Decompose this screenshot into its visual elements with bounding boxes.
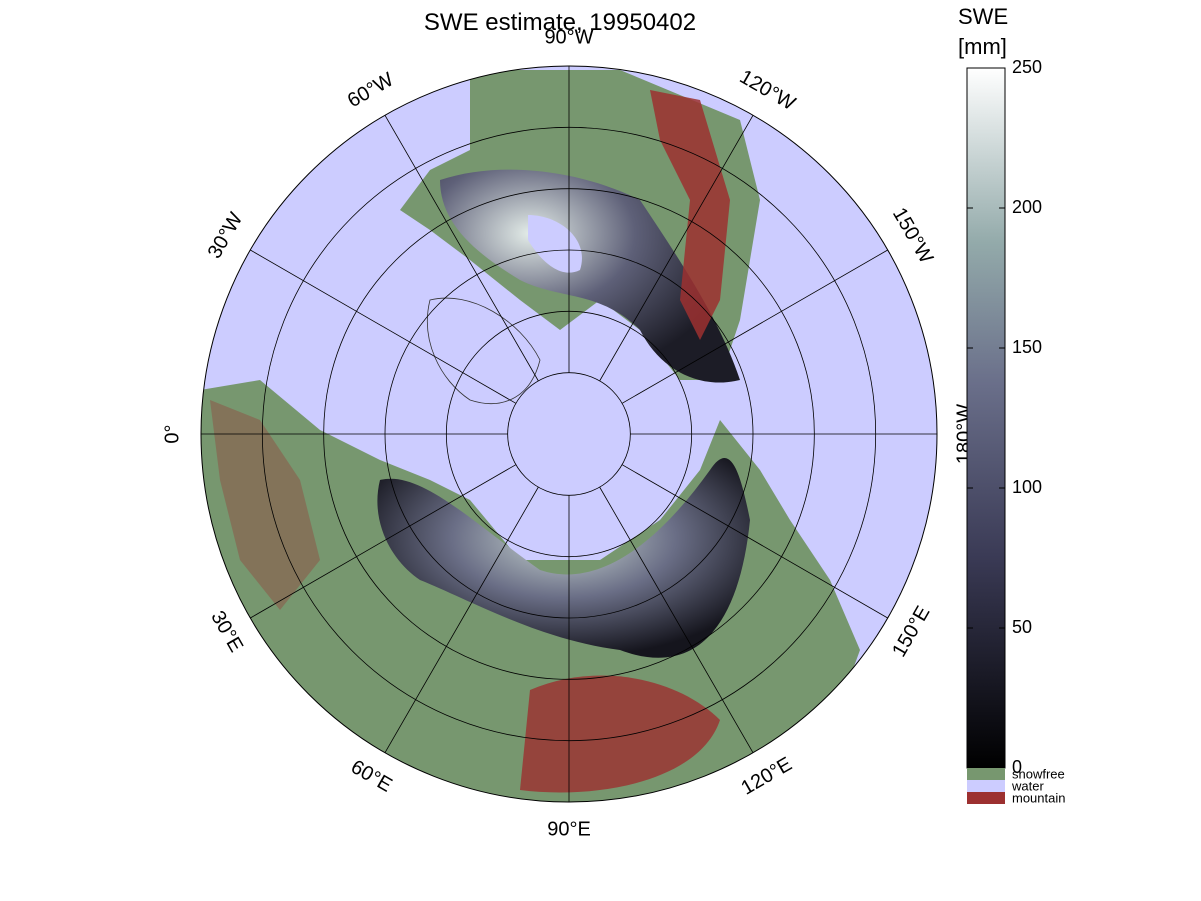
meridian bbox=[599, 486, 754, 753]
legend-swatch bbox=[967, 780, 1005, 792]
colorbar-tick-label: 250 bbox=[1012, 57, 1042, 77]
legend-label: snowfree bbox=[1012, 766, 1065, 781]
graticule bbox=[201, 66, 937, 802]
colorbar-tick-label: 150 bbox=[1012, 337, 1042, 357]
greenland bbox=[427, 297, 541, 404]
mountain-asia bbox=[520, 675, 720, 793]
colorbar-tick-label: 100 bbox=[1012, 477, 1042, 497]
legend-swatch bbox=[967, 792, 1005, 804]
meridian bbox=[384, 115, 539, 382]
longitude-label: 120°W bbox=[736, 66, 799, 115]
mountain-rockies bbox=[650, 90, 730, 340]
legend-label: water bbox=[1011, 778, 1044, 793]
colorbar-tick-label: 50 bbox=[1012, 617, 1032, 637]
colorbar bbox=[966, 67, 1006, 769]
colorbar-tick-label: 200 bbox=[1012, 197, 1042, 217]
meridian bbox=[599, 115, 754, 382]
legend-swatch bbox=[967, 768, 1005, 780]
colorbar-tick-label: 0 bbox=[1012, 757, 1022, 777]
colorbar-axis: 0 50 100 150 200 250 bbox=[967, 57, 1042, 777]
longitude-label: 120°E bbox=[737, 753, 795, 799]
meridian bbox=[250, 249, 517, 404]
longitude-label: 60°E bbox=[347, 756, 396, 797]
hudson-bay bbox=[528, 215, 582, 273]
colorbar-title: SWE bbox=[958, 4, 1008, 29]
longitude-label: 90°E bbox=[547, 818, 591, 840]
longitude-label: 150°E bbox=[888, 602, 934, 660]
longitude-label: 30°E bbox=[206, 607, 247, 656]
legend-label: mountain bbox=[1012, 790, 1065, 805]
meridian bbox=[621, 464, 888, 619]
meridian bbox=[384, 486, 539, 753]
longitude-label: 30°W bbox=[204, 209, 248, 263]
map-title: SWE estimate, 19950402 bbox=[424, 9, 696, 36]
colorbar-unit: [mm] bbox=[958, 34, 1007, 59]
longitude-label: 90°W bbox=[544, 26, 593, 48]
meridian bbox=[621, 249, 888, 404]
snow-eurasia bbox=[377, 458, 750, 658]
meridian bbox=[250, 464, 517, 619]
longitude-label: 0° bbox=[161, 424, 183, 443]
longitude-label: 150°W bbox=[888, 204, 937, 267]
map-border bbox=[200, 65, 938, 803]
snow-north-america bbox=[440, 169, 740, 383]
longitude-label: 60°W bbox=[344, 69, 398, 113]
mountain-europe bbox=[210, 400, 320, 610]
map bbox=[201, 66, 937, 802]
